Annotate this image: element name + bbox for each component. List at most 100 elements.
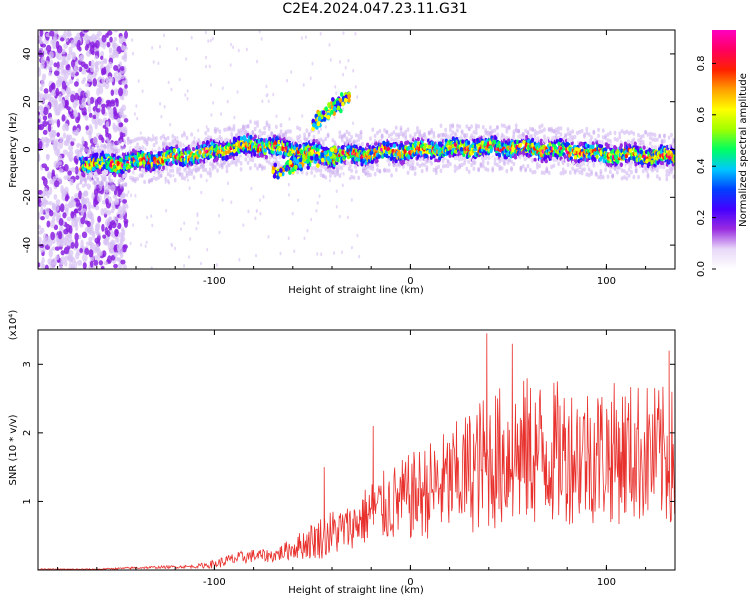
ridge-point	[298, 143, 302, 149]
noise-blob	[95, 108, 101, 113]
ridge-point	[499, 127, 503, 132]
noise-blob	[88, 249, 94, 258]
noise-dot	[159, 102, 162, 106]
ridge-point	[642, 145, 646, 150]
noise-dot	[205, 64, 208, 69]
noise-blob	[113, 72, 118, 79]
ridge-point	[84, 156, 88, 162]
noise-blob	[94, 34, 100, 40]
noise-dot	[164, 180, 167, 184]
noise-blob	[75, 60, 79, 67]
noise-dot	[210, 83, 213, 87]
noise-blob	[60, 99, 65, 109]
noise-blob	[64, 99, 69, 108]
noise-blob	[87, 96, 91, 105]
noise-blob	[38, 230, 43, 235]
noise-blob	[47, 201, 53, 206]
noise-dot	[250, 186, 253, 191]
noise-blob	[52, 260, 57, 267]
noise-blob	[65, 133, 70, 143]
noise-dot	[145, 240, 148, 245]
noise-dot	[341, 107, 344, 111]
noise-blob	[74, 111, 79, 118]
ridge-point	[544, 154, 548, 160]
noise-blob	[70, 59, 76, 68]
noise-blob	[51, 216, 56, 222]
ridge-point	[162, 165, 166, 170]
noise-blob	[100, 55, 104, 60]
noise-dot	[141, 89, 144, 93]
noise-blob	[112, 194, 118, 199]
ridge-point	[360, 141, 365, 147]
noise-dot	[350, 245, 353, 250]
noise-dot	[197, 128, 200, 133]
noise-dot	[221, 198, 224, 202]
noise-dot	[260, 37, 263, 41]
noise-blob	[120, 95, 125, 101]
noise-blob	[107, 255, 112, 264]
ridge-point	[349, 147, 353, 152]
noise-blob	[65, 64, 70, 71]
noise-blob	[82, 111, 88, 116]
noise-blob	[102, 43, 106, 50]
ridge-point	[264, 155, 268, 160]
noise-blob	[93, 187, 99, 197]
noise-dot	[310, 217, 313, 222]
noise-blob	[63, 71, 69, 80]
noise-dot	[132, 223, 135, 227]
noise-blob	[70, 241, 75, 249]
noise-blob	[75, 202, 81, 207]
halo-point	[84, 147, 88, 153]
noise-blob	[62, 149, 68, 156]
noise-dot	[272, 92, 275, 97]
ridge-point	[98, 164, 102, 169]
noise-dot	[206, 247, 209, 252]
noise-blob	[42, 129, 48, 135]
noise-dot	[302, 83, 305, 87]
ridge-point	[95, 152, 99, 157]
noise-blob	[82, 77, 86, 82]
noise-dot	[319, 32, 322, 36]
ridge-point	[198, 150, 202, 155]
noise-dot	[211, 36, 214, 41]
noise-dot	[333, 251, 336, 255]
ridge-point	[134, 169, 138, 175]
ridge-point	[328, 142, 332, 147]
ridge-point	[340, 165, 344, 171]
noise-blob	[48, 248, 53, 258]
noise-dot	[151, 223, 154, 228]
noise-blob	[78, 54, 84, 62]
noise-blob	[83, 63, 89, 69]
noise-blob	[48, 50, 54, 60]
noise-dot	[134, 193, 137, 198]
noise-blob	[110, 89, 115, 97]
halo-point	[147, 136, 151, 142]
noise-dot	[212, 100, 215, 105]
noise-blob	[49, 209, 54, 217]
noise-dot	[150, 266, 153, 269]
noise-dot	[190, 35, 193, 40]
noise-blob	[87, 105, 92, 114]
noise-blob	[56, 52, 62, 61]
noise-blob	[100, 103, 106, 108]
ridge-point	[513, 155, 518, 160]
noise-blob	[113, 88, 119, 96]
noise-blob	[52, 40, 57, 49]
noise-blob	[103, 58, 108, 65]
noise-blob	[39, 93, 44, 101]
ridge-point	[172, 148, 176, 153]
noise-dot	[236, 90, 239, 94]
ridge-point	[544, 159, 548, 164]
noise-blob	[94, 66, 100, 73]
noise-blob	[120, 107, 124, 114]
halo-point	[124, 182, 128, 188]
noise-blob	[71, 167, 76, 173]
noise-dot	[205, 125, 208, 129]
noise-blob	[122, 263, 127, 269]
ridge-point	[650, 160, 654, 165]
noise-dot	[144, 244, 147, 248]
noise-dot	[293, 249, 296, 254]
halo-point	[117, 181, 121, 186]
noise-dot	[167, 80, 170, 85]
ridge-point	[549, 160, 553, 166]
